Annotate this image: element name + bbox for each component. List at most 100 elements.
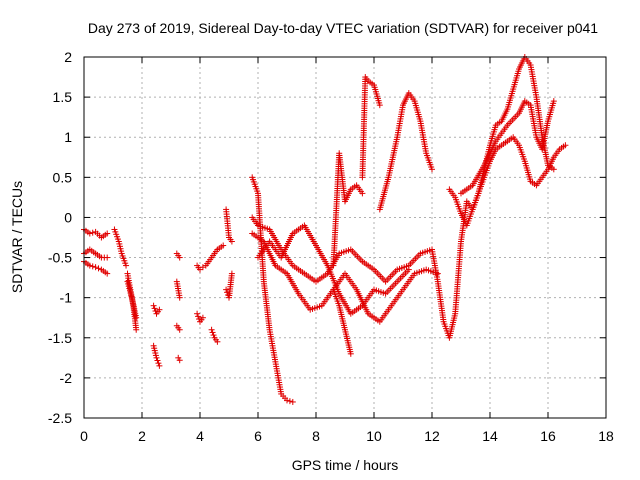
data-point (359, 288, 376, 309)
y-tick-label: 1 (64, 129, 72, 145)
data-point (504, 135, 515, 145)
data-point (527, 62, 539, 98)
data-point (249, 174, 261, 195)
data-point (173, 278, 183, 299)
data-point (86, 246, 97, 256)
data-point (176, 294, 183, 301)
data-point (266, 326, 278, 363)
data-point (481, 160, 493, 181)
data-point (324, 262, 342, 295)
data-point (156, 362, 163, 369)
data-point (92, 228, 103, 239)
data-point (498, 139, 509, 149)
data-point (469, 164, 487, 189)
data-point (208, 326, 217, 339)
series-arc-h (150, 342, 163, 369)
data-point (330, 152, 343, 269)
data-point (284, 270, 301, 295)
data-point (104, 230, 111, 237)
data-point (133, 326, 140, 333)
data-points (81, 54, 569, 405)
data-point (405, 90, 417, 103)
data-point (539, 120, 551, 153)
data-point (295, 290, 312, 311)
data-point (405, 266, 412, 273)
x-tick-label: 4 (196, 428, 204, 444)
data-point (330, 286, 342, 307)
data-point (124, 278, 135, 299)
data-point (104, 254, 111, 261)
x-tick-label: 2 (138, 428, 146, 444)
series-arc-l (175, 354, 183, 364)
y-tick-label: -0.5 (48, 250, 72, 266)
data-point (434, 278, 447, 323)
data-point (458, 183, 474, 197)
data-point (156, 306, 163, 313)
data-point (347, 246, 364, 263)
data-point (446, 312, 458, 341)
data-point (533, 94, 545, 138)
data-point (400, 272, 417, 293)
data-point (336, 150, 348, 203)
series-arc-v (255, 222, 412, 317)
data-point (353, 286, 371, 315)
data-point (516, 142, 527, 162)
data-point (510, 134, 521, 147)
data-point (504, 111, 521, 129)
data-point (347, 350, 354, 357)
x-axis-label: GPS time / hours (292, 457, 399, 473)
data-point (92, 264, 102, 272)
data-point (336, 302, 348, 331)
series-arc-r (223, 270, 235, 301)
data-point (289, 398, 296, 405)
series-arc-y (330, 286, 354, 357)
data-point (429, 166, 435, 173)
data-point (118, 250, 129, 267)
data-point (111, 226, 121, 243)
y-tick-label: -2.5 (48, 410, 72, 426)
data-point (150, 342, 159, 359)
data-point (492, 119, 503, 129)
data-point (223, 206, 232, 239)
data-point (550, 148, 562, 161)
data-point (417, 247, 433, 257)
series-arc-s (249, 174, 296, 405)
data-point (86, 229, 96, 237)
data-point (211, 334, 219, 343)
data-point (417, 118, 429, 154)
data-point (469, 192, 481, 213)
y-tick-label: -1.5 (48, 330, 72, 346)
series-arc-x (359, 74, 383, 181)
y-tick-label: 2 (64, 49, 72, 65)
data-point (481, 140, 498, 169)
data-point (429, 246, 441, 283)
data-point (228, 238, 235, 245)
data-point (359, 190, 366, 197)
series-arc-t (249, 214, 435, 285)
data-point (226, 272, 235, 301)
data-point (405, 252, 422, 269)
data-point (342, 270, 359, 291)
data-point (504, 88, 516, 113)
x-tick-label: 6 (254, 428, 262, 444)
data-point (498, 108, 510, 125)
data-point (260, 278, 273, 331)
data-point (289, 262, 306, 276)
data-point (272, 358, 284, 395)
x-tick-label: 8 (312, 428, 320, 444)
data-point (104, 270, 111, 277)
series-arc-w (330, 150, 366, 269)
y-tick-label: -2 (60, 370, 73, 386)
grid-lines (84, 57, 606, 418)
data-point (562, 142, 569, 149)
data-point (176, 326, 183, 333)
data-point (301, 270, 318, 284)
data-point (394, 104, 406, 141)
series-arc-o (202, 242, 227, 269)
data-point (336, 247, 352, 257)
data-point (475, 176, 487, 197)
data-point (376, 176, 391, 213)
data-point (266, 226, 284, 251)
data-point (487, 124, 499, 149)
